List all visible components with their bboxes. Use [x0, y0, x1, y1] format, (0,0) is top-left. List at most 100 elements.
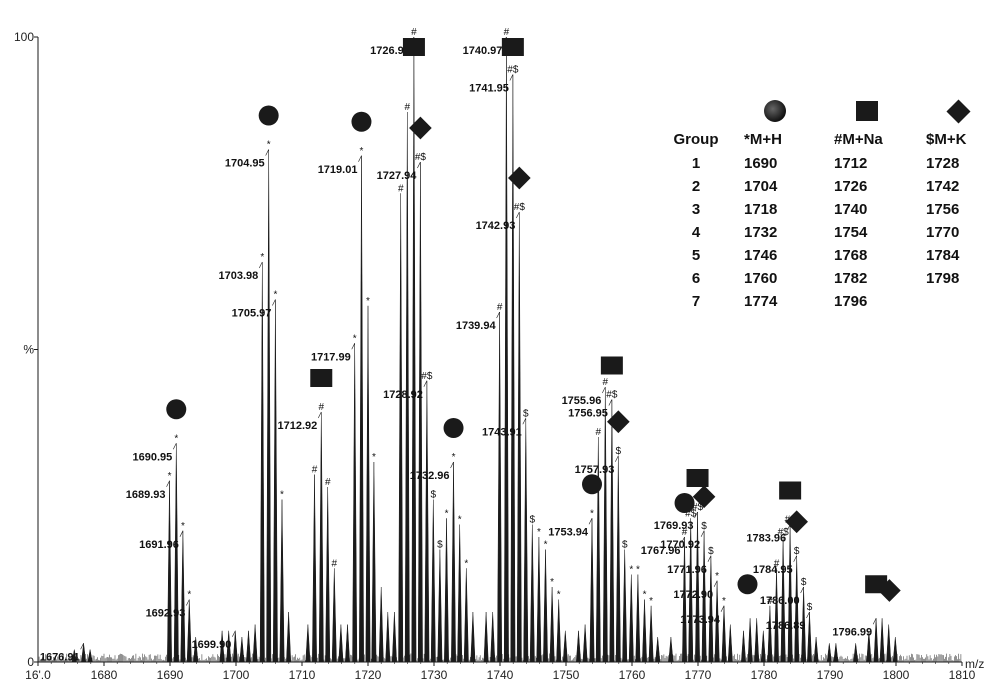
- spectrum-peak: [312, 474, 317, 663]
- peak-label: 1783.96: [746, 533, 786, 545]
- spectrum-peak: [385, 611, 391, 663]
- spectrum-peak: [371, 461, 377, 663]
- x-tick-label: 1730: [421, 668, 448, 682]
- x-tick-label: 1720: [355, 668, 382, 682]
- square-marker-icon: [779, 481, 802, 500]
- peak-marker: #: [504, 27, 510, 38]
- mna-value: 1782: [834, 270, 868, 287]
- peak-marker: $: [794, 546, 800, 557]
- mh-value: 1774: [744, 293, 778, 310]
- spectrum-peak: [318, 411, 324, 663]
- spectrum-peak: [886, 624, 892, 663]
- mk-value: 1770: [926, 224, 960, 241]
- peak-label-leader: [265, 149, 269, 156]
- mna-value: 1768: [834, 247, 868, 264]
- spectrum-peak: [648, 605, 654, 663]
- peak-label-leader: [318, 411, 322, 419]
- spectrum-peak: [668, 636, 674, 663]
- spectrum-peak: [345, 624, 350, 663]
- peak-label: 1739.94: [456, 320, 497, 332]
- spectrum-peak: [714, 580, 720, 663]
- peak-label-leader: [272, 299, 276, 306]
- legend-table: Group *M+H #M+Na $M+K 1 1690 1712 1728 2…: [648, 98, 994, 313]
- peak-label: 1767.96: [641, 545, 681, 557]
- spectrum-peak: [787, 524, 793, 663]
- peak-label-leader: [700, 530, 705, 537]
- peak-marker: *: [722, 596, 726, 607]
- peak-label: 1717.99: [311, 351, 351, 363]
- spectrum-peak: [529, 524, 535, 663]
- spectrum-peak: [279, 499, 285, 663]
- peak-label-leader: [423, 380, 428, 387]
- peak-label-leader: [694, 511, 698, 519]
- peak-marker: #$: [692, 502, 704, 513]
- peak-label-leader: [872, 618, 877, 625]
- spectrum-peak: [266, 149, 272, 663]
- spectrum-peak: [833, 643, 839, 663]
- spectrum-peak: [246, 630, 251, 663]
- circle-marker-icon: [582, 474, 603, 495]
- x-tick-label: 1680: [91, 668, 118, 682]
- group-number: 7: [691, 293, 701, 310]
- peak-label: 1691.96: [139, 539, 179, 551]
- spectrum-peak: [609, 399, 615, 663]
- peak-marker: #: [332, 558, 338, 569]
- spectrum-peak: [437, 549, 443, 663]
- spectrum-peak: [727, 624, 733, 663]
- circle-marker-icon: [351, 111, 372, 132]
- peak-marker: #: [497, 302, 503, 313]
- peak-markers: ********####****####$#$$$****###$#$$$***…: [168, 27, 813, 613]
- spectrum-peak: [767, 605, 773, 663]
- peak-marker: $: [807, 602, 813, 613]
- spectrum-peak: [365, 305, 371, 663]
- peak-marker: #$: [507, 65, 519, 76]
- peak-marker: #$: [606, 390, 618, 401]
- legend-row: 3 1718 1740 1756: [648, 198, 994, 221]
- peak-labels: 1676.91 1689.93 1690.95 1691.96 1692.93 1699.…: [40, 36, 877, 663]
- spectrum-peak: [576, 630, 581, 663]
- spectrum-peak: [642, 599, 647, 663]
- peak-label: 1757.93: [575, 464, 615, 476]
- spectrum-peak: [510, 74, 516, 663]
- peak-label-leader: [516, 211, 520, 219]
- mh-value: 1746: [744, 247, 778, 264]
- peak-label: 1743.91: [482, 426, 522, 438]
- peak-marker: *: [187, 590, 191, 601]
- peak-label-leader: [450, 461, 454, 469]
- peak-label: 1732.96: [410, 470, 450, 482]
- peak-marker: $: [616, 446, 622, 457]
- peak-marker: *: [590, 508, 594, 519]
- spectrum-peak: [701, 530, 707, 663]
- spectrum-peak: [879, 618, 885, 663]
- x-tick-label: 1810: [949, 668, 976, 682]
- peak-marker: #: [405, 102, 411, 113]
- chart-axes: 16'.0 1680 1690 1700 1710 1720 1730 1740 1750 176…: [14, 30, 984, 682]
- square-marker-icon: [600, 356, 623, 375]
- peak-marker: *: [181, 521, 185, 532]
- peak-marker: $: [523, 408, 529, 419]
- spectrum-peak: [655, 636, 661, 663]
- spectrum-peak: [325, 486, 331, 663]
- peak-label: 1771.96: [667, 564, 707, 576]
- spectrum-peak: [523, 418, 529, 663]
- spectrum-peak: [252, 624, 258, 663]
- x-tick-label: 16'.0: [25, 668, 51, 682]
- circle-marker-icon: [443, 418, 464, 438]
- spectrum-peak: [682, 536, 687, 663]
- peak-label: 1676.91: [40, 651, 80, 663]
- peak-label: 1740.97: [463, 45, 503, 57]
- mna-value: 1796: [834, 293, 868, 310]
- peak-label: 1705.97: [232, 308, 272, 320]
- peak-marker: *: [537, 527, 541, 538]
- spectrum-trace: [37, 36, 962, 663]
- peak-label-leader: [173, 443, 177, 450]
- peak-marker: *: [629, 565, 633, 576]
- legend-row: 4 1732 1754 1770: [648, 221, 994, 244]
- peak-label-leader: [793, 555, 797, 562]
- spectrum-peak: [801, 586, 807, 663]
- diamond-marker-icon: [946, 98, 971, 124]
- peak-marker: #: [682, 527, 688, 538]
- spectrum-peak: [589, 518, 595, 663]
- spectrum-peak: [430, 499, 436, 663]
- peak-marker: *: [643, 590, 647, 601]
